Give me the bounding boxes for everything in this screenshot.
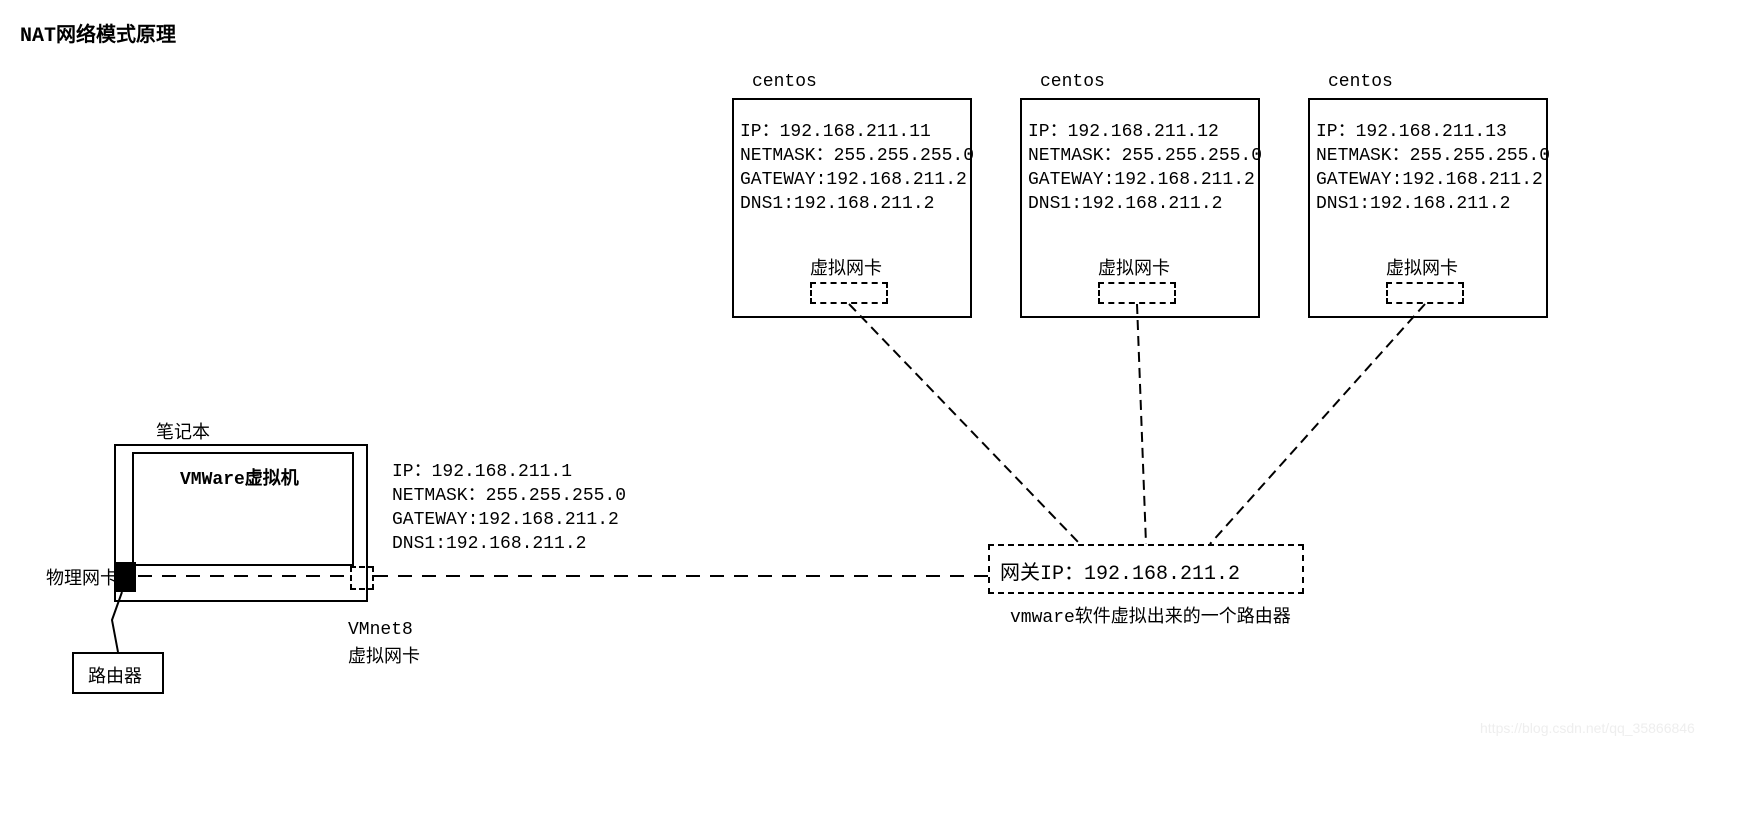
physical-nic-icon [114,562,136,592]
vm-vnic-box-1 [810,282,888,304]
vm-ip-2: IP：192.168.211.12 NETMASK：255.255.255.0 … [1028,120,1262,216]
vmnet8-label-2: 虚拟网卡 [348,642,420,668]
diagram-canvas: NAT网络模式原理 centos centos centos IP：192.16… [0,0,1754,822]
vm-vnic-box-2 [1098,282,1176,304]
vm-vnic-label-2: 虚拟网卡 [1098,254,1170,280]
physical-nic-label: 物理网卡 [46,564,118,590]
vm-vnic-label-1: 虚拟网卡 [810,254,882,280]
vmware-label: VMWare虚拟机 [180,464,299,490]
router-label: 路由器 [88,662,142,688]
vmnet8-label-1: VMnet8 [348,620,413,640]
gateway-text: 网关IP：192.168.211.2 [1000,556,1240,586]
host-ip-block: IP：192.168.211.1 NETMASK：255.255.255.0 G… [392,460,626,556]
vm-ip-3: IP：192.168.211.13 NETMASK：255.255.255.0 … [1316,120,1550,216]
watermark-text: https://blog.csdn.net/qq_35866846 [1480,720,1695,736]
vmnet8-box [350,566,374,590]
gateway-caption: vmware软件虚拟出来的一个路由器 [1010,602,1291,628]
diagram-title: NAT网络模式原理 [20,18,176,48]
vm-name-2: centos [1040,72,1105,92]
vm-name-3: centos [1328,72,1393,92]
vm-vnic-box-3 [1386,282,1464,304]
vm-vnic-label-3: 虚拟网卡 [1386,254,1458,280]
laptop-label: 笔记本 [156,418,210,444]
vm-name-1: centos [752,72,817,92]
vm-ip-1: IP：192.168.211.11 NETMASK：255.255.255.0 … [740,120,974,216]
